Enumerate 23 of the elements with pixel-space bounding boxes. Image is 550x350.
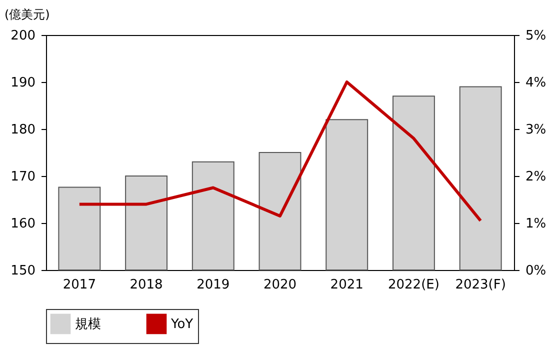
x-tick-label: 2017 — [62, 278, 96, 292]
y-tick-label: 200 — [10, 28, 36, 44]
legend-label: YoY — [170, 316, 194, 332]
y-tick-label: 170 — [10, 170, 36, 184]
y2-tick-label: 2% — [526, 170, 546, 184]
x-tick-label: 2018 — [130, 278, 163, 292]
y-tick-label: 160 — [10, 216, 36, 232]
y2-tick-label: 0% — [526, 264, 546, 278]
y-tick-label: 190 — [10, 76, 36, 90]
legend-label: 規模 — [75, 316, 101, 332]
x-tick-label: 2019 — [196, 278, 230, 292]
x-tick-label: 2023(F) — [455, 278, 506, 292]
y-tick-label: 150 — [10, 264, 36, 278]
x-tick-label: 2021 — [330, 278, 364, 292]
y2-tick-label: 1% — [526, 216, 546, 232]
y2-tick-label: 4% — [526, 76, 546, 90]
y2-tick-label: 5% — [526, 28, 546, 44]
x-tick-label: 2022(E) — [388, 278, 440, 292]
x-tick-label: 2020 — [263, 278, 297, 292]
y-axis-title: (億美元) — [4, 8, 50, 22]
y-tick-label: 180 — [10, 122, 36, 138]
line-series — [78, 80, 482, 222]
y2-tick-label: 3% — [526, 122, 546, 138]
